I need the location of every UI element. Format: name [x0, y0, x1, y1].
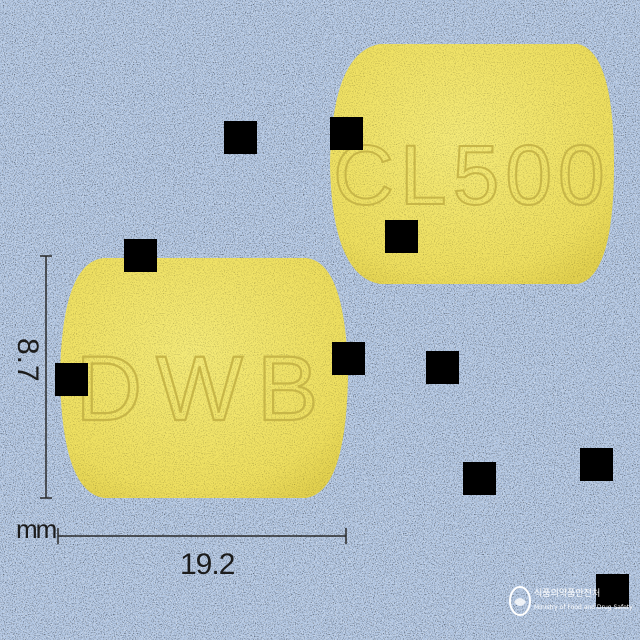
occlusion-square	[124, 239, 157, 272]
occlusion-square	[426, 351, 459, 384]
pill-back: CL500	[330, 44, 614, 284]
occlusion-square	[332, 342, 365, 375]
emblem-icon	[509, 586, 531, 616]
watermark-line-1: 식품의약품안전처	[534, 589, 601, 599]
width-dimension-line	[57, 528, 347, 544]
occlusion-square	[330, 117, 363, 150]
occlusion-square	[385, 220, 418, 253]
pill-front: DWB	[60, 258, 348, 498]
occlusion-square	[580, 448, 613, 481]
height-label: 8.7	[11, 338, 44, 383]
occlusion-square	[596, 574, 629, 607]
watermark-logo: 식품의약품안전처 Ministry of Food and Drug Safet…	[506, 582, 633, 622]
occlusion-square	[224, 121, 257, 154]
occlusion-squares	[55, 117, 629, 607]
width-label: 19.2	[180, 548, 235, 581]
occlusion-square	[55, 363, 88, 396]
pill-back-imprint: CL500	[333, 128, 611, 222]
pill-front-imprint: DWB	[76, 338, 333, 440]
watermark-line-2: Ministry of Food and Drug Safety	[534, 604, 633, 611]
height-dimension-line	[40, 255, 52, 499]
occlusion-square	[463, 462, 496, 495]
unit-label: mm	[16, 514, 57, 544]
